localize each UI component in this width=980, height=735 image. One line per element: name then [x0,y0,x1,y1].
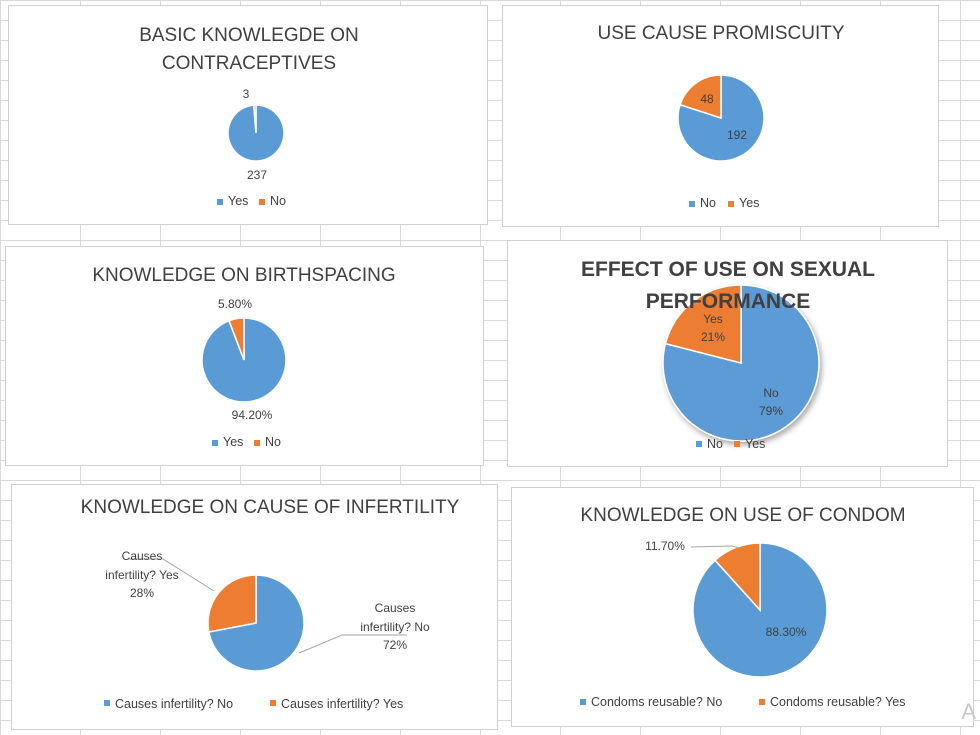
legend-swatch-no [254,440,260,446]
legend-swatch-yes [270,700,276,706]
pie-slice-causes-infertility-yes[interactable] [207,574,257,633]
chart-condom-use-svg: KNOWLEDGE ON USE OF CONDOM 11.70% 88.30%… [580,505,906,709]
data-label-no-line-1: Causes [375,601,416,615]
leader-line-no [298,634,407,654]
legend-swatch-yes [759,699,765,705]
chart-infertility-svg: KNOWLEDGE ON CAUSE OF INFERTILITY Causes… [81,497,460,711]
chart-promiscuity-svg: USE CAUSE PROMISCUITY 48 192 No Yes [597,23,844,210]
data-label-yes-value: 21% [701,330,725,344]
chart-promiscuity[interactable]: USE CAUSE PROMISCUITY 48 192 No Yes [502,5,939,227]
data-label-no: 3 [243,87,250,101]
legend-label-yes: Yes [223,435,243,449]
chart-birthspacing[interactable]: KNOWLEDGE ON BIRTHSPACING 5.80% 94.20% Y… [5,246,484,466]
chart-title-line-1: EFFECT OF USE ON SEXUAL [581,258,875,281]
legend-label-no: Condoms reusable? No [591,695,722,709]
chart-title-line-2: CONTRACEPTIVES [162,53,336,74]
data-label-no-line-2: infertility? No [360,620,430,634]
chart-birthspacing-svg: KNOWLEDGE ON BIRTHSPACING 5.80% 94.20% Y… [92,265,395,449]
chart-infertility[interactable]: KNOWLEDGE ON CAUSE OF INFERTILITY Causes… [11,484,498,730]
chart-title-line-1: KNOWLEDGE ON BIRTHSPACING [92,265,395,286]
pie-slice-no[interactable] [252,104,257,134]
legend-swatch-no [104,700,110,706]
legend-label-no: Causes infertility? No [115,697,233,711]
chart-basic-knowledge-svg: BASIC KNOWLEGDE ON CONTRACEPTIVES 3 237 … [139,25,359,208]
legend-label-yes: Yes [739,196,759,210]
chart-basic-knowledge[interactable]: BASIC KNOWLEGDE ON CONTRACEPTIVES 3 237 … [8,5,488,225]
data-label-yes-name: Yes [703,312,723,326]
legend-label-yes: Yes [745,437,765,451]
legend-label-no: No [270,194,286,208]
legend-label-yes: Condoms reusable? Yes [770,695,906,709]
legend-swatch-no [689,201,695,207]
data-label-yes: 94.20% [232,408,273,422]
chart-title-line-1: USE CAUSE PROMISCUITY [597,23,844,44]
chart-sexual-performance-svg: EFFECT OF USE ON SEXUAL PERFORMANCE Yes … [581,258,875,451]
data-label-yes-line-3: 28% [130,586,154,600]
leader-line-yes [129,558,215,592]
legend-label-yes: Yes [228,194,248,208]
legend-label-no: No [265,435,281,449]
data-label-yes-line-2: infertility? Yes [105,568,178,582]
data-label-no: 5.80% [218,297,252,311]
legend-swatch-yes [217,199,223,205]
pie-slice-no[interactable] [228,317,245,361]
data-label-no: 192 [727,128,747,142]
data-label-yes: 11.70% [645,539,685,553]
legend-swatch-no [259,199,265,205]
chart-title-line-1: KNOWLEDGE ON USE OF CONDOM [580,505,905,526]
data-label-no-name: No [763,386,779,400]
chart-title-line-1: BASIC KNOWLEGDE ON [139,25,359,46]
corner-glyph: A [961,699,976,724]
legend-swatch-yes [728,201,734,207]
data-label-no-value: 79% [759,404,783,418]
chart-condom-use[interactable]: KNOWLEDGE ON USE OF CONDOM 11.70% 88.30%… [511,487,974,727]
legend-swatch-no [696,441,702,447]
legend-label-no: No [707,437,723,451]
legend-label-yes: Causes infertility? Yes [281,697,403,711]
legend-swatch-yes [734,441,740,447]
pie-slice-yes[interactable] [679,74,722,120]
data-label-no-line-3: 72% [383,638,407,652]
data-label-yes: 237 [247,168,267,182]
data-label-yes-line-1: Causes [122,549,163,563]
chart-title-line-1: KNOWLEDGE ON CAUSE OF INFERTILITY [81,497,460,518]
leader-line-yes [690,545,740,549]
legend-label-no: No [700,196,716,210]
chart-title-line-2: PERFORMANCE [646,290,811,313]
chart-sexual-performance[interactable]: EFFECT OF USE ON SEXUAL PERFORMANCE Yes … [507,240,948,467]
data-label-no: 88.30% [766,625,807,639]
pie-slice-yes[interactable] [664,284,742,364]
legend-swatch-no [580,699,586,705]
data-label-yes: 48 [700,92,714,106]
legend-swatch-yes [212,440,218,446]
